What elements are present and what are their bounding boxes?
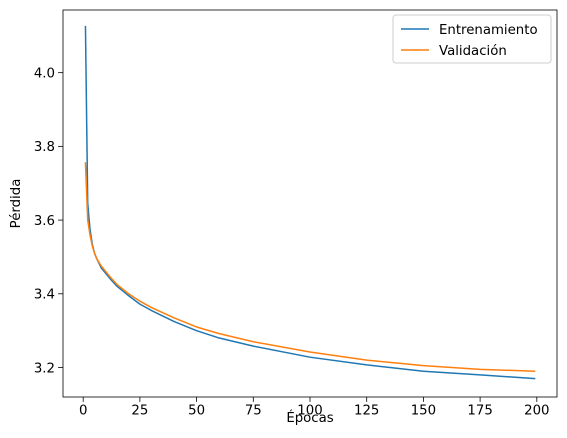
- legend: Entrenamiento Validación: [392, 14, 552, 64]
- x-tick-label: 100: [297, 404, 322, 419]
- x-tick-label: 75: [245, 404, 262, 419]
- legend-label: Entrenamiento: [439, 23, 538, 38]
- y-tick-label: 3.2: [34, 361, 55, 376]
- y-tick-label: 3.6: [34, 214, 55, 229]
- x-tick-label: 0: [79, 404, 87, 419]
- y-axis-label: Pérdida: [8, 179, 24, 229]
- series-line-1: [84, 162, 536, 372]
- x-tick-label: 50: [188, 404, 205, 419]
- y-tick-label: 3.4: [34, 288, 55, 303]
- x-tick-label: 25: [131, 404, 148, 419]
- x-tick-label: 175: [467, 404, 492, 419]
- y-tick-label: 4.0: [34, 66, 55, 81]
- x-tick-label: 150: [411, 404, 436, 419]
- x-tick-label: 200: [524, 404, 549, 419]
- y-tick-label: 3.8: [34, 140, 55, 155]
- x-tick-label: 125: [354, 404, 379, 419]
- x-axis-label: Épocas: [286, 409, 333, 426]
- legend-box: [392, 14, 552, 64]
- series-layer: [84, 25, 536, 380]
- axes-layer: 0 25 50 75 100 125 150 175 200 3.2 3.4 3.6 3.8 4.0 Épo…: [8, 9, 558, 426]
- legend-label: Validación: [439, 43, 507, 59]
